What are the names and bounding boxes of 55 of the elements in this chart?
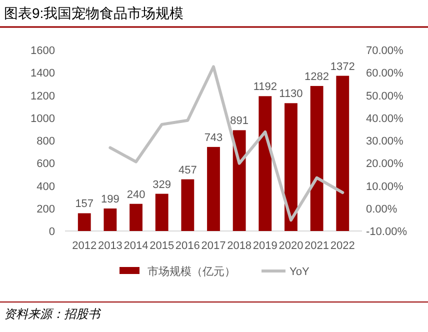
y2-tick-label: 30.00% [366,136,404,148]
y2-tick-label: 20.00% [366,158,404,170]
y-tick-label: 200 [36,203,55,216]
bar [181,179,194,231]
y2-tick-label: 40.00% [366,112,404,125]
y-tick-label: 0 [48,226,55,238]
x-tick-label: 2020 [278,240,304,252]
x-tick-label: 2018 [227,240,252,252]
y2-tick-label: -10.00% [366,226,408,238]
data-label: 1192 [253,81,277,94]
data-label: 1372 [330,60,355,73]
bar [130,204,142,231]
data-label: 1130 [279,88,303,100]
x-tick-label: 2012 [72,240,97,252]
bar [258,96,272,231]
bar [155,194,168,231]
data-label: 329 [152,178,172,191]
x-tick-label: 2013 [98,240,122,252]
bar [104,208,117,231]
legend-label: YoY [290,266,310,278]
y-tick-label: 400 [36,180,55,193]
y-tick-label: 1400 [30,68,55,80]
y-tick-label: 1600 [30,45,55,57]
bar [310,86,324,231]
bar [207,146,220,231]
bar [336,76,350,231]
y2-tick-label: 10.00% [366,180,404,193]
data-label: 891 [230,115,249,128]
x-tick-label: 2019 [252,240,278,252]
y2-tick-label: 50.00% [366,90,404,102]
y2-tick-label: 0.00% [366,203,398,216]
x-tick-label: 2021 [304,240,330,252]
y2-tick-label: 60.00% [366,68,404,80]
y2-tick-label: 70.00% [366,45,404,57]
y-tick-label: 800 [36,136,55,148]
bar [232,130,246,231]
legend-label: 市场规模（亿元） [148,265,236,278]
x-tick-label: 2015 [150,240,174,252]
data-label: 157 [75,198,94,210]
y-tick-label: 1200 [30,90,55,102]
x-tick-label: 2016 [175,240,200,252]
data-label: 1282 [304,70,330,83]
chart-title: 图表9:我国宠物食品市场规模 [4,5,184,21]
bar [78,213,91,231]
x-tick-label: 2022 [330,240,355,252]
x-tick-label: 2017 [201,240,226,252]
y-tick-label: 1000 [30,112,55,125]
data-label: 743 [204,132,223,144]
y-tick-label: 600 [36,158,55,170]
text: 资料来源：招股书 [4,307,102,321]
data-label: 457 [178,164,197,176]
x-tick-label: 2014 [124,240,148,252]
data-label: 199 [101,193,120,206]
bar [284,103,298,231]
data-label: 240 [126,188,146,201]
